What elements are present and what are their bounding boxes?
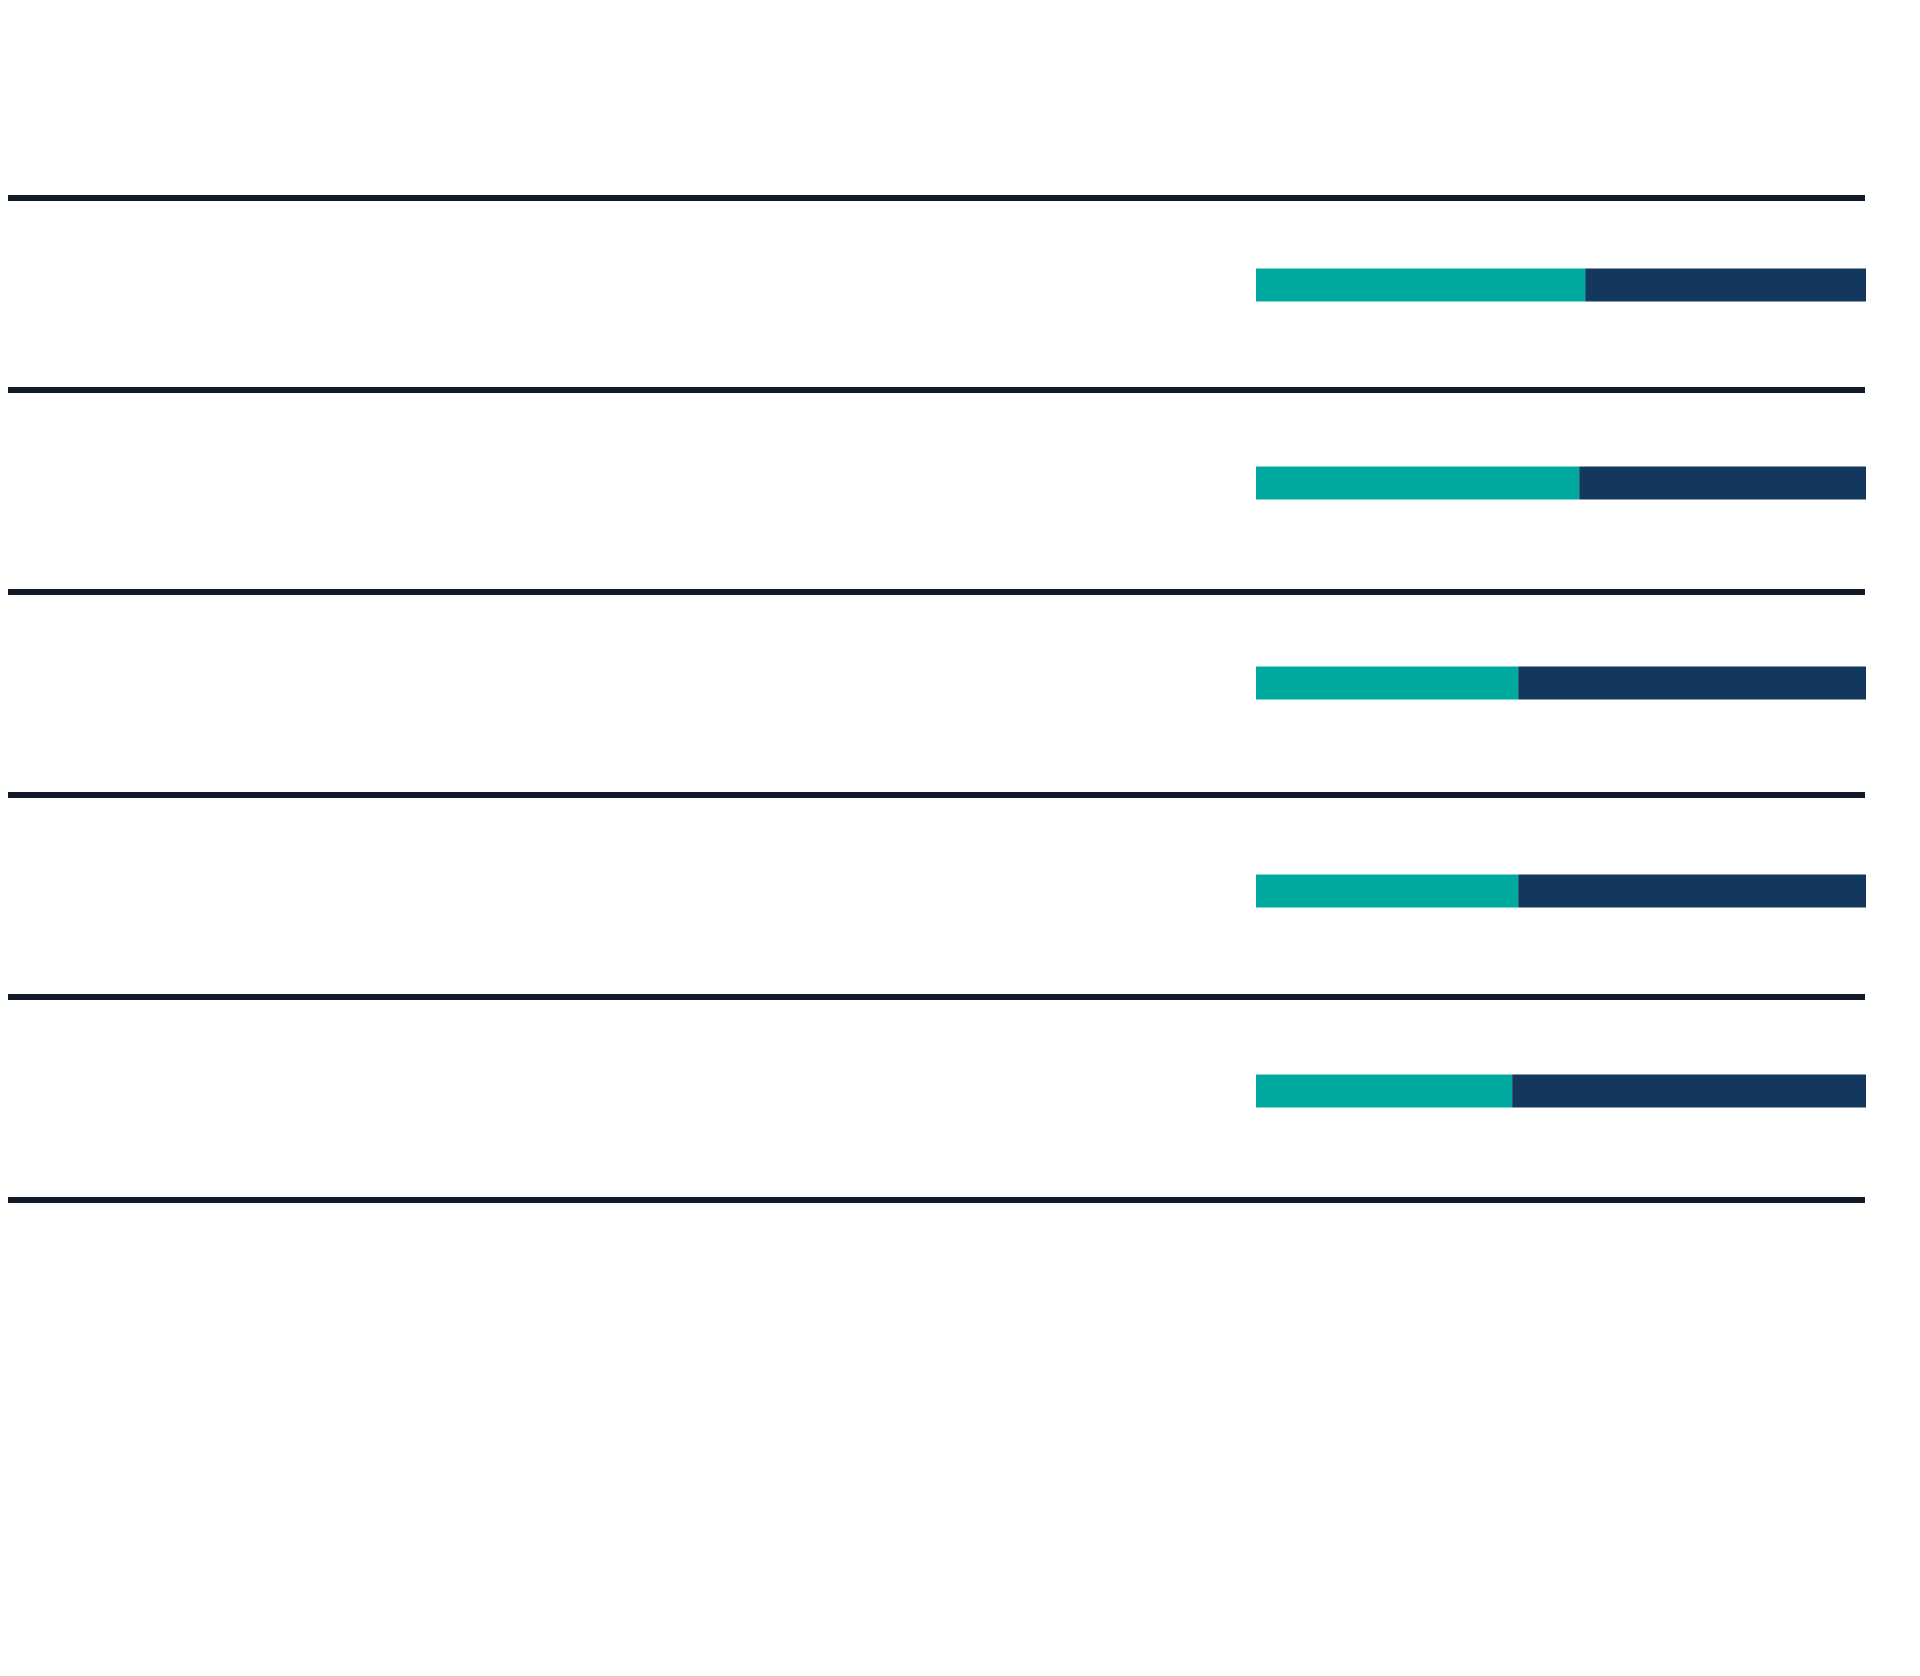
bar-segment-series-1-row-4 xyxy=(1256,874,1519,908)
bar-segment-series-1-row-3 xyxy=(1256,666,1519,700)
bar-segment-series-2-row-5 xyxy=(1512,1074,1866,1108)
bar-segment-series-2-row-4 xyxy=(1518,874,1866,908)
bar-segment-series-2-row-1 xyxy=(1585,268,1866,302)
row-separators xyxy=(8,195,1865,1203)
bar-segment-series-2-row-2 xyxy=(1579,466,1866,500)
bar-segment-series-2-row-3 xyxy=(1518,666,1866,700)
bar-segment-series-1-row-1 xyxy=(1256,268,1586,302)
bar-rows xyxy=(1256,268,1866,1108)
bar-segment-series-1-row-2 xyxy=(1256,466,1580,500)
bar-segment-series-1-row-5 xyxy=(1256,1074,1513,1108)
